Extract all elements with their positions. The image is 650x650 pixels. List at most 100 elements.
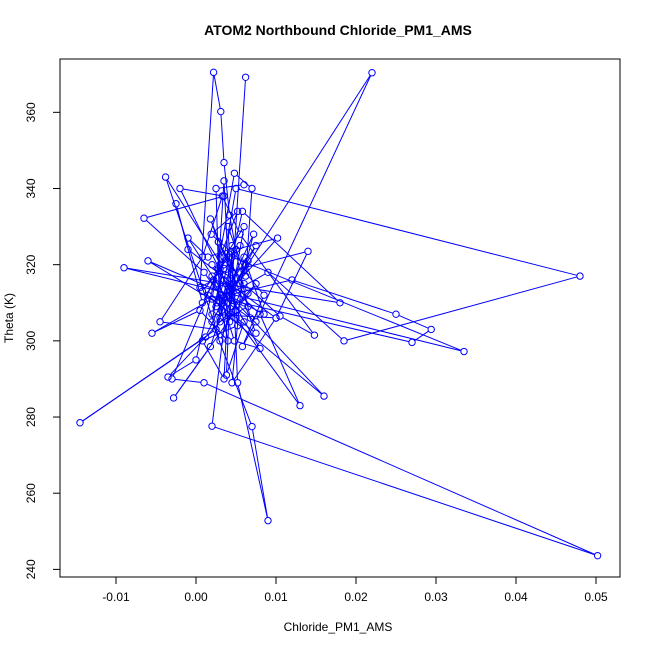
series-segment [241, 236, 313, 333]
data-point [224, 222, 232, 231]
data-point [198, 253, 207, 261]
data-point [240, 253, 248, 261]
data-point [213, 299, 221, 307]
data-point [225, 291, 234, 299]
series-segment [218, 244, 222, 308]
data-point [304, 247, 312, 256]
data-point [216, 314, 224, 322]
data-point [196, 283, 204, 292]
data-point [236, 280, 244, 288]
data-point [240, 299, 248, 307]
series-segment [205, 326, 235, 341]
data-point [233, 207, 242, 216]
series-segment [223, 198, 240, 232]
data-point [232, 306, 240, 315]
y-tick-label: 320 [24, 254, 38, 274]
data-point [593, 551, 602, 560]
data-point [340, 337, 348, 345]
series-segment [252, 429, 268, 518]
data-point [120, 264, 128, 272]
data-point [176, 184, 184, 193]
series-segment [170, 361, 194, 376]
data-point [198, 337, 207, 345]
data-point [192, 356, 200, 364]
data-point [230, 337, 239, 345]
data-point [144, 257, 152, 265]
series-segment [231, 260, 245, 380]
data-point [228, 268, 236, 276]
chart-title: ATOM2 Northbound Chloride_PM1_AMS [204, 22, 472, 38]
y-tick-label: 340 [24, 178, 38, 198]
data-point [208, 260, 216, 269]
data-point [228, 302, 236, 311]
data-point [232, 314, 240, 322]
data-point [148, 329, 156, 337]
series-segment [199, 75, 214, 285]
data-point [232, 184, 240, 193]
data-point [336, 299, 344, 307]
data-point [207, 230, 215, 238]
data-point [264, 268, 272, 276]
data-point [216, 260, 224, 269]
x-tick-label: 0.01 [264, 590, 288, 604]
data-point [392, 310, 400, 318]
data-point [200, 379, 208, 387]
series-segment [237, 320, 299, 404]
data-point [156, 318, 164, 326]
series-segment [237, 385, 268, 518]
data-point [212, 325, 220, 334]
series-segment [243, 324, 255, 345]
y-tick-label: 240 [24, 559, 38, 579]
data-point [236, 241, 244, 250]
data-point [276, 312, 284, 320]
data-point [228, 291, 236, 299]
series-segment [238, 188, 578, 276]
series-segment [202, 199, 222, 255]
series-segment [276, 254, 308, 316]
data-point [216, 291, 224, 299]
y-tick-label: 280 [24, 407, 38, 427]
series-segment [175, 378, 201, 383]
data-point [208, 295, 216, 303]
data-point [256, 344, 264, 353]
x-tick-label: 0.00 [184, 590, 208, 604]
data-point [244, 302, 252, 311]
series-segment [230, 296, 262, 314]
y-tick-label: 260 [24, 483, 38, 503]
data-point [209, 276, 218, 284]
data-point [208, 422, 216, 430]
series-segment [219, 244, 232, 270]
data-point [220, 253, 228, 261]
data-point [249, 230, 258, 238]
data-point [240, 180, 248, 189]
data-point [460, 347, 468, 356]
x-tick-label: -0.01 [102, 590, 130, 604]
data-point [252, 318, 260, 326]
data-point [164, 373, 172, 381]
x-tick-label: 0.05 [584, 590, 608, 604]
data-point [184, 245, 192, 254]
series-segment [224, 191, 236, 254]
data-point [252, 280, 260, 288]
y-axis: 240 260 280 300 320 340 360 [24, 102, 61, 579]
data-point [220, 264, 228, 273]
data-point [208, 318, 216, 326]
series-segment [234, 257, 462, 351]
data-point [206, 215, 215, 223]
data-point [264, 516, 272, 525]
data-point [228, 379, 236, 387]
series-segment [154, 300, 210, 333]
data-point [320, 392, 328, 400]
data-point [260, 310, 268, 318]
data-point [233, 321, 242, 330]
data-point [248, 184, 256, 193]
series-segment [294, 280, 394, 314]
data-point [198, 287, 207, 296]
data-point [161, 173, 170, 181]
data-point [273, 234, 282, 242]
data-point [214, 264, 223, 273]
x-tick-label: 0.04 [504, 590, 528, 604]
series-segment [414, 330, 429, 342]
data-point [216, 253, 224, 261]
